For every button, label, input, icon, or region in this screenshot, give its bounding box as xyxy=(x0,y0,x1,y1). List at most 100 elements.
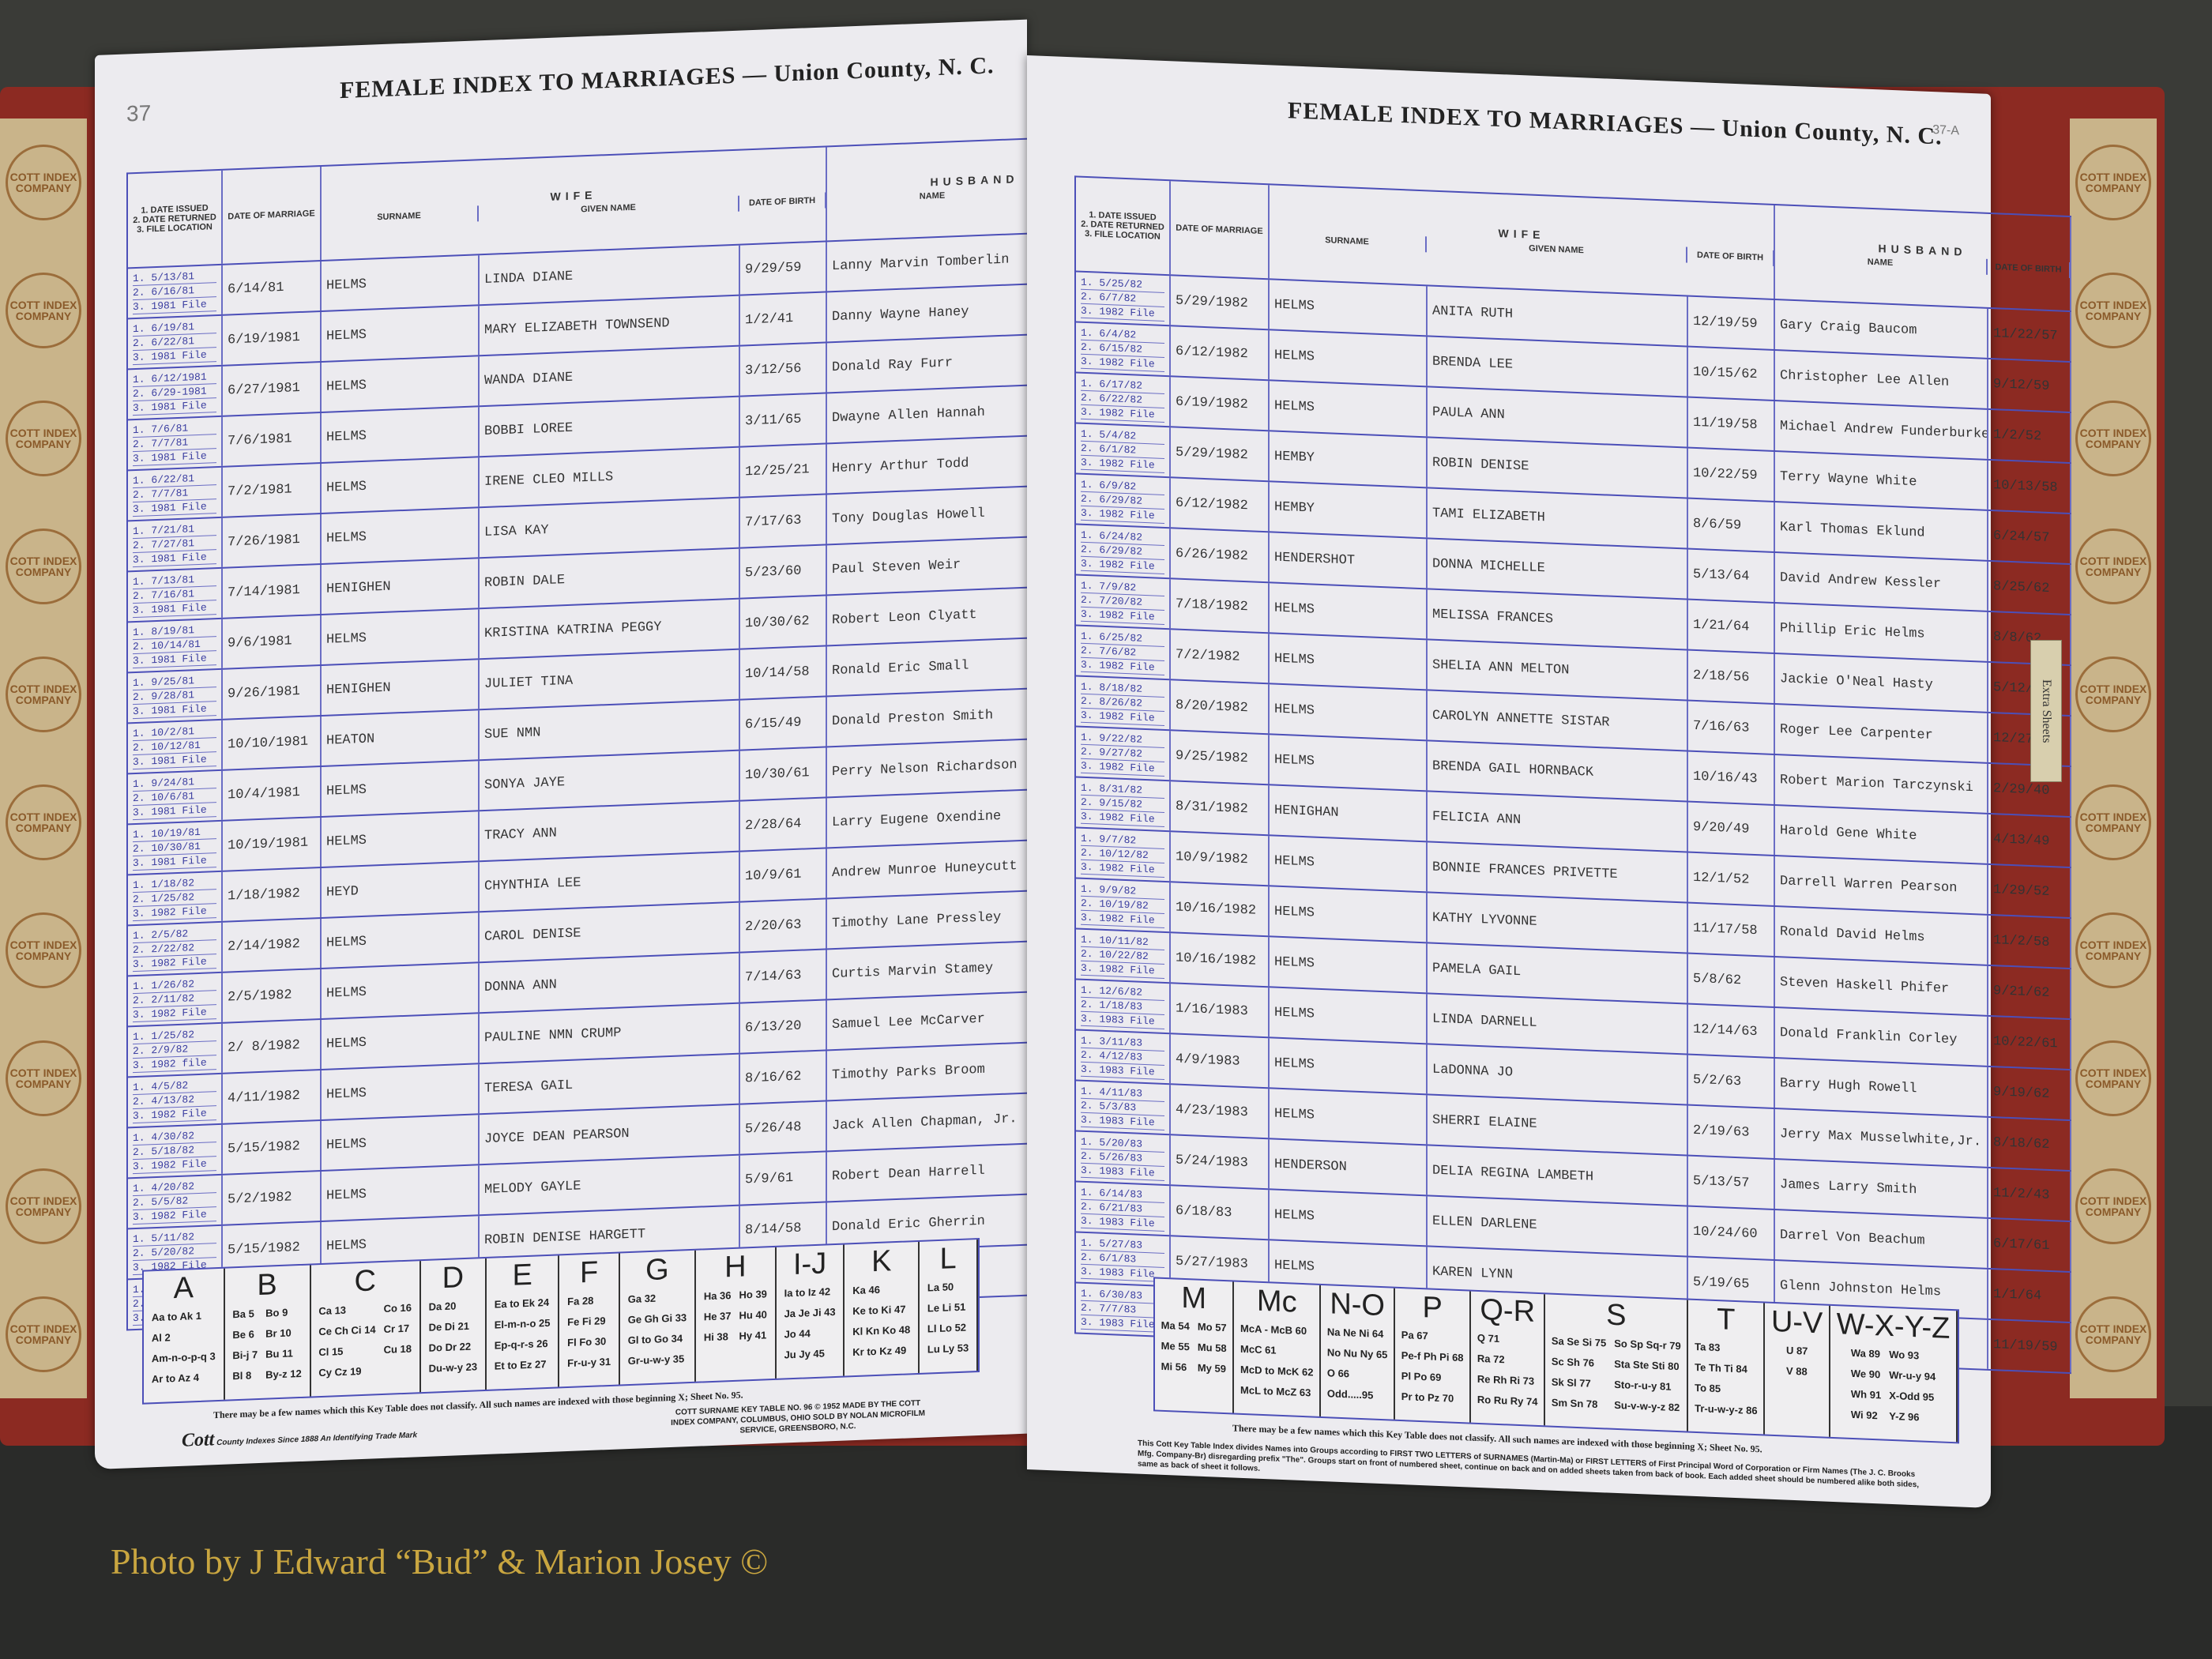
key-entry: Jo 44 xyxy=(784,1327,811,1341)
key-entry: Be 6 xyxy=(232,1328,254,1341)
marriage-date: 5/29/1982 xyxy=(1171,276,1270,329)
key-group: I-J Ia to Iz 42 Ja Je Ji 43 Jo 44 Ju Jy 45 xyxy=(776,1244,845,1379)
cott-index-seal: COTT INDEX COMPANY xyxy=(6,145,81,220)
key-letter: H xyxy=(724,1250,747,1285)
wife-given-name: ELLEN DARLENE xyxy=(1428,1196,1688,1256)
key-letter: G xyxy=(645,1253,669,1288)
header-date-info: 1. DATE ISSUED 2. DATE RETURNED 3. FILE LO… xyxy=(128,170,223,268)
wife-given-name: SUE NMN xyxy=(480,700,740,760)
page-title: FEMALE INDEX TO MARRIAGES — Union County… xyxy=(1288,97,1943,150)
husband-name: Robert Dean Harrell xyxy=(827,1144,1040,1202)
key-entry: Me 55 xyxy=(1161,1339,1190,1353)
date-file: 3. 1981 File xyxy=(133,449,216,467)
date-info-cell: 1. 10/2/81 2. 10/12/81 3. 1981 File xyxy=(128,720,223,773)
extra-sheets-tab[interactable]: Extra Sheets xyxy=(2030,640,2062,782)
wife-dob: 7/17/63 xyxy=(740,495,827,547)
key-entry: Hy 41 xyxy=(739,1329,767,1342)
wife-given-name: BRENDA GAIL HORNBACK xyxy=(1428,741,1688,801)
wife-surname: HELMS xyxy=(1270,634,1428,690)
key-letter: F xyxy=(580,1255,599,1290)
key-entry: X-Odd 95 xyxy=(1889,1389,1935,1404)
marriage-date: 2/5/1982 xyxy=(223,969,322,1022)
wife-given-name: BOBBI LOREE xyxy=(480,397,740,457)
key-entry: Do Dr 22 xyxy=(428,1340,472,1354)
marriage-date: 7/18/1982 xyxy=(1171,579,1270,633)
wife-dob: 2/18/56 xyxy=(1688,650,1775,704)
key-entry: Q 71 xyxy=(1477,1331,1500,1345)
key-entry: My 59 xyxy=(1197,1361,1226,1375)
date-file: 3. 1982 File xyxy=(1081,354,1164,372)
key-entries: Q 71 Ra 72 Re Rh Ri 73 Ro Ru Ry 74 xyxy=(1477,1328,1538,1413)
key-entry: Fl Fo 30 xyxy=(567,1335,607,1349)
key-entries: Ma 54 Me 55 Mi 56 Mo 57 Mu 58 My 59 xyxy=(1161,1315,1227,1379)
key-entry: U 87 xyxy=(1785,1344,1808,1357)
wife-given-name: DELIA REGINA LAMBETH xyxy=(1428,1146,1688,1206)
wife-surname: HELMS xyxy=(322,1115,480,1170)
key-entry: So Sp Sq-r 79 xyxy=(1614,1337,1681,1352)
wife-surname: HELMS xyxy=(1270,1190,1428,1246)
key-entry: Mo 57 xyxy=(1197,1320,1227,1334)
husband-name: Ronald Eric Small xyxy=(827,638,1040,696)
husband-dob: 9/21/62 xyxy=(1988,965,2071,1019)
key-entry: To 85 xyxy=(1695,1381,1721,1395)
key-group: F Fa 28 Fe Fi 29 Fl Fo 30 Fr-u-y 31 xyxy=(559,1253,620,1387)
key-entry: Aa to Ak 1 xyxy=(151,1309,201,1324)
date-info-cell: 1. 1/18/82 2. 1/25/82 3. 1982 File xyxy=(128,871,223,925)
date-file: 3. 1981 File xyxy=(133,398,216,416)
date-file: 3. 1982 File xyxy=(1081,404,1164,423)
date-info-cell: 1. 4/30/82 2. 5/18/82 3. 1982 File xyxy=(128,1124,223,1178)
wife-dob: 8/6/59 xyxy=(1688,498,1775,552)
date-file: 3. 1983 File xyxy=(1081,1112,1164,1130)
key-entry: Ce Ch Ci 14 xyxy=(318,1323,376,1338)
key-entry: Sc Sh 76 xyxy=(1551,1355,1595,1369)
wife-surname: HELMS xyxy=(322,508,480,563)
wife-surname: HEMBY xyxy=(1270,431,1428,487)
marriage-date: 7/14/1981 xyxy=(223,564,322,618)
date-file: 3. 1983 File xyxy=(1081,1163,1164,1181)
key-entry: Mu 58 xyxy=(1197,1341,1227,1355)
wife-dob: 12/1/52 xyxy=(1688,852,1775,906)
husband-name: Timothy Lane Pressley xyxy=(827,891,1040,949)
key-entry: O 66 xyxy=(1326,1367,1350,1380)
cott-index-seal: COTT INDEX COMPANY xyxy=(6,1168,81,1244)
key-letter: B xyxy=(257,1268,277,1303)
key-group: A Aa to Ak 1 Al 2 Am-n-o-p-q 3 Ar to Az 4 xyxy=(144,1268,225,1403)
key-entry: Ea to Ek 24 xyxy=(494,1296,550,1311)
husband-name: Dwayne Allen Hannah xyxy=(827,386,1040,443)
wife-surname: HELMS xyxy=(1270,988,1428,1044)
key-entry: Cr 17 xyxy=(383,1322,410,1335)
key-entry: Ja Je Ji 43 xyxy=(784,1305,836,1320)
key-entry: Ke to Ki 47 xyxy=(852,1303,906,1318)
key-entry: Ll Lo 52 xyxy=(927,1321,967,1335)
husband-name: David Andrew Kessler xyxy=(1775,553,1988,611)
date-info-cell: 1. 6/4/82 2. 6/15/82 3. 1982 File xyxy=(1076,322,1171,376)
date-file: 3. 1982 File xyxy=(1081,910,1164,928)
key-entry: Hi 38 xyxy=(703,1330,728,1344)
marriage-date: 9/25/1982 xyxy=(1171,731,1270,784)
wife-dob: 5/13/57 xyxy=(1688,1156,1775,1209)
key-entry: We 90 xyxy=(1850,1367,1881,1381)
husband-name: Christopher Lee Allen xyxy=(1775,351,1988,408)
wife-given-name: MELODY GAYLE xyxy=(480,1155,740,1215)
wife-dob: 10/16/43 xyxy=(1688,751,1775,805)
cott-index-seal: COTT INDEX COMPANY xyxy=(2075,784,2151,860)
wife-dob: 12/25/21 xyxy=(740,444,827,497)
date-file: 3. 1982 File xyxy=(1081,657,1164,675)
key-entry: Pr to Pz 70 xyxy=(1401,1390,1454,1405)
key-entry: Pl Po 69 xyxy=(1401,1370,1442,1384)
key-entry: Co 16 xyxy=(383,1301,412,1315)
marriage-date: 8/20/1982 xyxy=(1171,680,1270,734)
wife-surname: HELMS xyxy=(322,1064,480,1119)
key-group: K Ka 46 Ke to Ki 47 Kl Kn Ko 48 Kr to Kz 49 xyxy=(845,1241,920,1376)
key-entry: Ho 39 xyxy=(739,1288,767,1301)
date-info-cell: 1. 5/4/82 2. 6/1/82 3. 1982 File xyxy=(1076,423,1171,477)
key-entries: Pa 67 Pe-f Ph Pi 68 Pl Po 69 Pr to Pz 70 xyxy=(1401,1325,1464,1409)
wife-given-name: LISA KAY xyxy=(480,498,740,558)
key-group: G Ga 32 Ge Gh Gi 33 Gl to Go 34 Gr-u-w-y 35 xyxy=(619,1250,696,1385)
header-date-info: 1. DATE ISSUED 2. DATE RETURNED 3. FILE LO… xyxy=(1076,177,1171,275)
header-given-name: GIVEN NAME xyxy=(1427,236,1687,263)
wife-surname: HELMS xyxy=(322,1165,480,1221)
date-file: 3. 1982 File xyxy=(1081,556,1164,574)
binder-cover-right: COTT INDEX COMPANY COTT INDEX COMPANY COTT… xyxy=(2070,118,2157,1398)
key-letter: I-J xyxy=(793,1247,827,1282)
